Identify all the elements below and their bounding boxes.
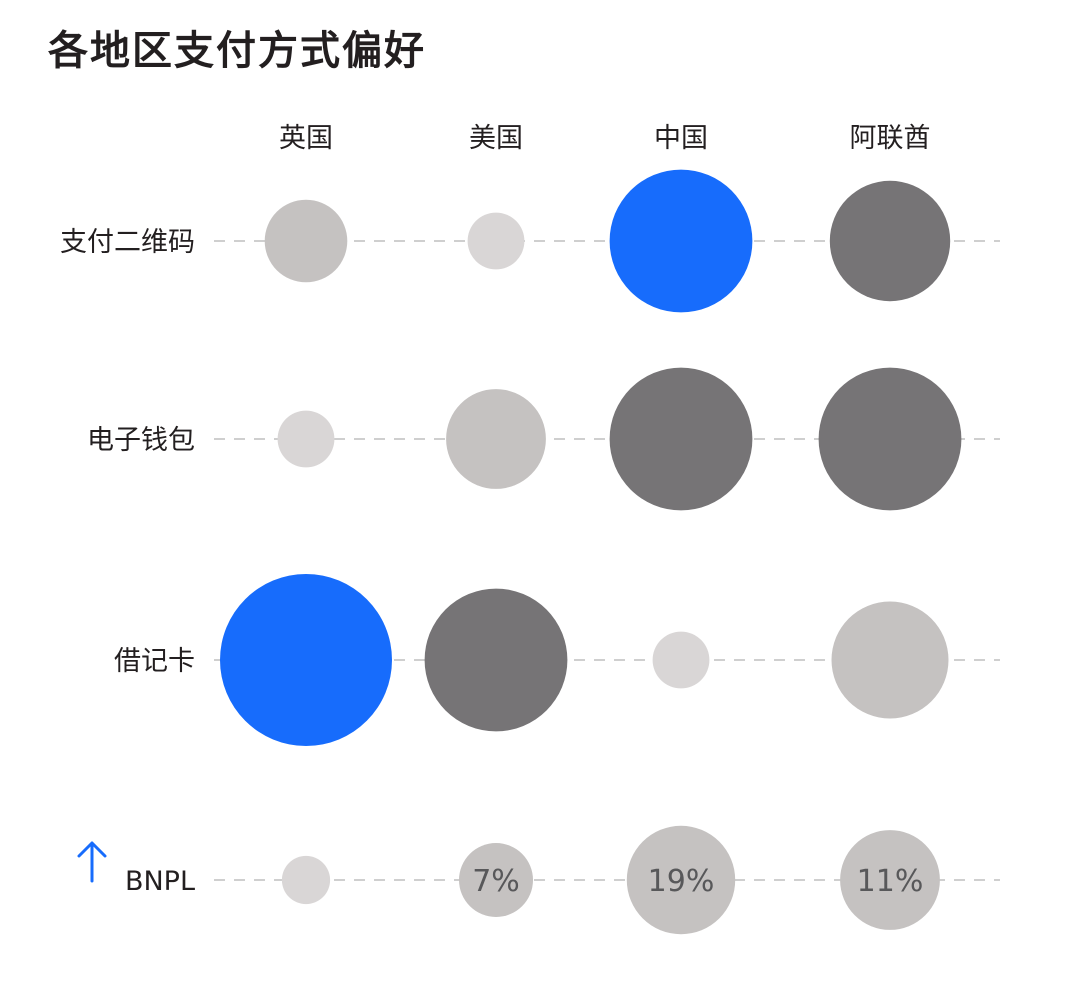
chart-title: 各地区支付方式偏好 [48,28,426,74]
column-label: 英国 [279,123,333,154]
column-label: 美国 [469,123,523,154]
bubble [424,588,568,732]
bubble-value-label: 11% [857,864,924,899]
bubble [652,631,710,689]
bubble [220,574,392,746]
bubble [831,601,949,719]
column-label: 阿联酋 [850,123,931,154]
bubble [446,389,546,489]
bubble-value-label: 7% [472,864,520,899]
bubble [609,169,753,313]
column-labels: 英国 美国 中国 阿联酋 [279,123,931,154]
chart-row: BNPL 7% 19% 11% [77,825,1000,935]
chart-row: 电子钱包 [87,367,1000,511]
chart-row: 借记卡 [114,574,1000,746]
bubble [281,855,331,905]
bubble [626,825,736,935]
row-label: 支付二维码 [60,227,195,258]
bubble-value-label: 19% [648,864,715,899]
bubble [840,830,940,930]
row-label: 借记卡 [114,646,195,677]
row-label: BNPL [125,866,195,897]
bubble [277,410,335,468]
column-label: 中国 [654,123,708,154]
bubble [467,212,525,270]
row-label: 电子钱包 [87,425,195,456]
bubble [818,367,962,511]
bubble [264,199,348,283]
bubble [609,367,753,511]
bubble [829,180,951,302]
arrow-up-icon [77,841,107,883]
bubble [459,843,533,917]
chart-row: 支付二维码 [60,169,1000,313]
